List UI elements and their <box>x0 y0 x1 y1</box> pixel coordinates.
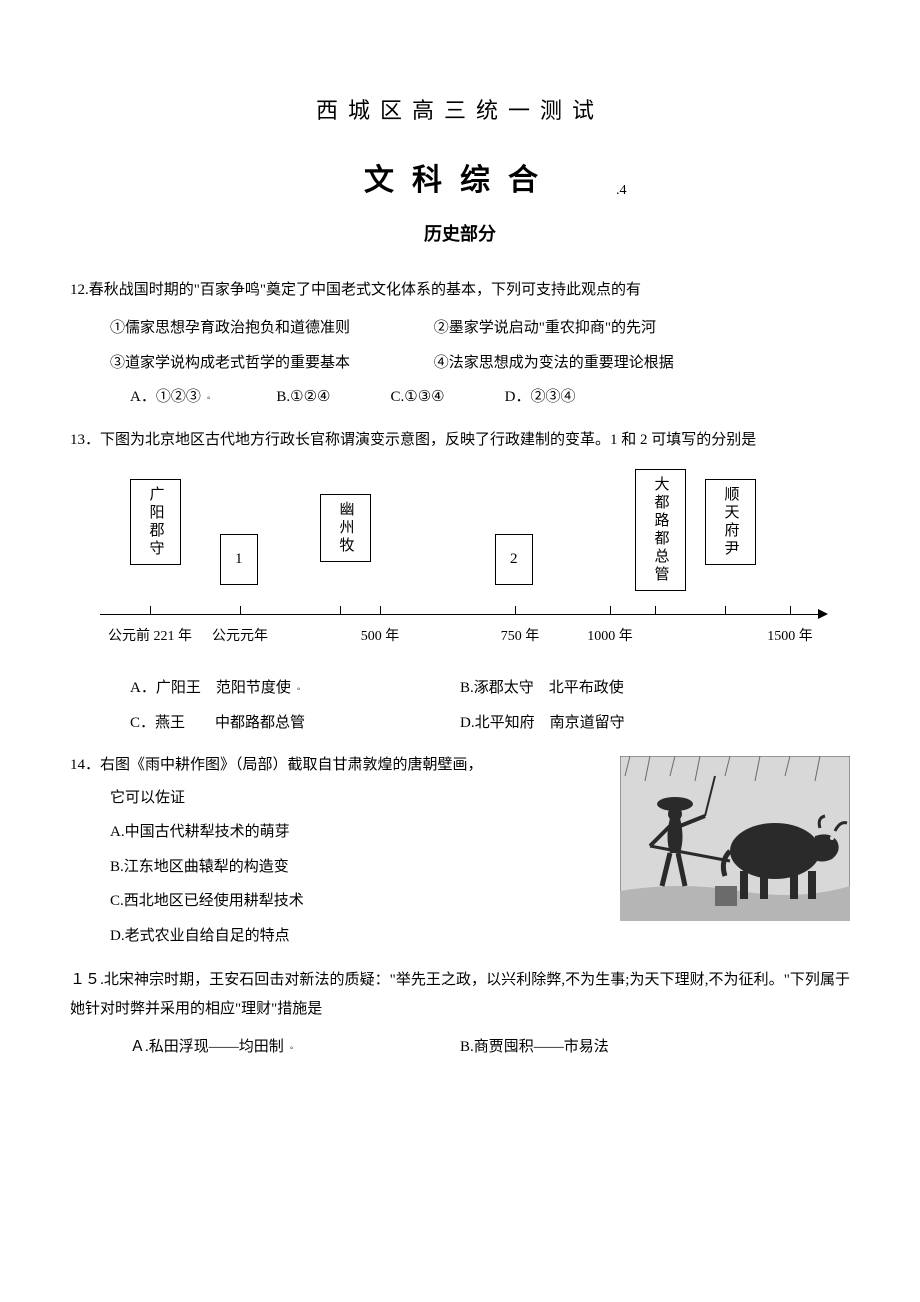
timeline-box-youzhou: 幽州牧 <box>320 494 371 562</box>
dot-icon: ◦ <box>207 393 211 404</box>
timeline-diagram: 广阳郡守 1 幽州牧 2 大都路都总管 顺天府尹 公元前 221 年 公元元年 … <box>100 469 820 659</box>
question-12-stem: 12.春秋战国时期的"百家争鸣"奠定了中国老式文化体系的基本，下列可支持此观点的… <box>70 276 850 305</box>
timeline-label: 750 年 <box>501 624 540 651</box>
timeline-tick <box>655 606 656 614</box>
q12-statements-row2: ③道家学说构成老式哲学的重要基本 ④法家思想成为变法的重要理论根据 <box>70 349 850 378</box>
timeline-label: 1000 年 <box>587 624 633 651</box>
timeline-tick <box>340 606 341 614</box>
q13-opt-a: A．广阳王 范阳节度使◦ <box>130 674 460 703</box>
q12-s1: ①儒家思想孕育政治抱负和道德准则 <box>110 314 430 343</box>
q15-opt-b: B.商贾囤积——市易法 <box>460 1033 609 1062</box>
dot-icon: ◦ <box>290 1043 294 1054</box>
q12-options: A．①②③◦ B.①②④ C.①③④ D．②③④ <box>70 383 850 412</box>
q12-opt-c: C.①③④ <box>391 383 445 412</box>
timeline-label: 公元元年 <box>212 624 268 651</box>
q13-opt-d: D.北平知府 南京道留守 <box>460 709 625 738</box>
q12-opt-b: B.①②④ <box>276 383 330 412</box>
q12-opt-a: A．①②③◦ <box>130 383 216 412</box>
q12-statements-row1: ①儒家思想孕育政治抱负和道德准则 ②墨家学说启动"重农抑商"的先河 <box>70 314 850 343</box>
q13-options-row1: A．广阳王 范阳节度使◦ B.涿郡太守 北平布政使 <box>70 674 850 703</box>
q12-s3: ③道家学说构成老式哲学的重要基本 <box>110 349 430 378</box>
q15-options-row1: Ａ.私田浮现——均田制◦ B.商贾囤积——市易法 <box>70 1033 850 1062</box>
q12-s4: ④法家思想成为变法的重要理论根据 <box>434 355 674 371</box>
timeline-label: 公元前 221 年 <box>108 624 192 651</box>
subject-suffix: .4 <box>616 178 627 205</box>
timeline-box-guangyang: 广阳郡守 <box>130 479 181 565</box>
exam-district-title: 西城区高三统一测试 <box>70 90 850 132</box>
timeline-label: 1500 年 <box>767 624 813 651</box>
timeline-arrow-icon <box>818 609 828 619</box>
timeline-tick <box>790 606 791 614</box>
question-13-stem: 13．下图为北京地区古代地方行政长官称谓演变示意图，反映了行政建制的变革。1 和… <box>70 426 850 455</box>
q14-opt-b: B.江东地区曲辕犁的构造变 <box>70 853 600 882</box>
exam-subject-title: 文科综合 .4 <box>70 152 850 209</box>
timeline-box-shuntian: 顺天府尹 <box>705 479 756 565</box>
timeline-box-dadu: 大都路都总管 <box>635 469 686 591</box>
timeline-tick <box>515 606 516 614</box>
timeline-label: 500 年 <box>361 624 400 651</box>
question-14: 14．右图《雨中耕作图》（局部）截取自甘肃敦煌的唐朝壁画， 它可以佐证 A.中国… <box>70 751 850 956</box>
timeline-tick <box>150 606 151 614</box>
q13-opt-c: C．燕王 中都路都总管 <box>130 709 460 738</box>
subject-text: 文科综合 <box>364 164 556 197</box>
exam-section-title: 历史部分 <box>70 217 850 251</box>
q13-options-row2: C．燕王 中都路都总管 D.北平知府 南京道留守 <box>70 709 850 738</box>
question-14-stem-l2: 它可以佐证 <box>70 784 600 813</box>
timeline-tick <box>610 606 611 614</box>
question-14-stem-l1: 14．右图《雨中耕作图》（局部）截取自甘肃敦煌的唐朝壁画， <box>70 751 600 780</box>
plowing-mural-image <box>620 756 850 921</box>
question-15-stem: １５.北宋神宗时期，王安石回击对新法的质疑："举先王之政，以兴利除弊,不为生事;… <box>70 966 850 1023</box>
timeline-box-blank2: 2 <box>495 534 533 585</box>
q12-opt-d: D．②③④ <box>505 383 576 412</box>
timeline-tick <box>380 606 381 614</box>
q14-opt-a: A.中国古代耕犁技术的萌芽 <box>70 818 600 847</box>
timeline-box-blank1: 1 <box>220 534 258 585</box>
timeline-tick <box>240 606 241 614</box>
dot-icon: ◦ <box>297 684 301 695</box>
q14-opt-d: D.老式农业自给自足的特点 <box>70 922 600 951</box>
q12-s2: ②墨家学说启动"重农抑商"的先河 <box>434 320 656 336</box>
q14-opt-c: C.西北地区已经使用耕犁技术 <box>70 887 600 916</box>
q15-opt-a: Ａ.私田浮现——均田制◦ <box>130 1033 460 1062</box>
q13-opt-b: B.涿郡太守 北平布政使 <box>460 674 624 703</box>
timeline-axis <box>100 614 820 615</box>
timeline-tick <box>725 606 726 614</box>
